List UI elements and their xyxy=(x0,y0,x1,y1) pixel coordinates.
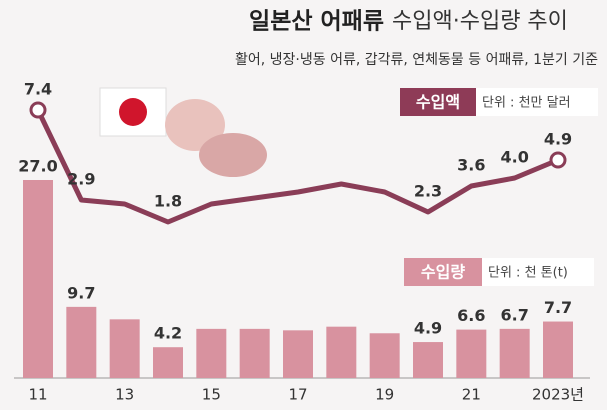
bar xyxy=(283,330,313,378)
bar xyxy=(239,328,270,378)
bar xyxy=(413,342,443,378)
x-tick-label: 15 xyxy=(202,386,221,404)
bar xyxy=(153,347,183,378)
chart-subtitle: 활어, 냉장·냉동 어류, 갑각류, 연체동물 등 어패류, 1분기 기준 xyxy=(235,52,598,68)
legend-unit: 단위 : 천 톤(t) xyxy=(488,266,568,281)
line xyxy=(35,108,559,225)
shell xyxy=(165,99,225,151)
illustration xyxy=(99,87,267,177)
bar-value-label: 4.9 xyxy=(414,319,442,338)
bar xyxy=(543,321,573,378)
line-value-label: 1.8 xyxy=(154,192,182,211)
bar-value-label: 4.2 xyxy=(154,324,182,343)
bar-value-label: 6.7 xyxy=(500,305,528,324)
flag-circle xyxy=(119,98,147,126)
bar-value-label: 7.7 xyxy=(544,298,572,317)
bar-value-label: 6.6 xyxy=(457,306,485,325)
bar-value-label: 27.0 xyxy=(18,157,57,176)
line-point xyxy=(549,151,567,169)
legend-box xyxy=(404,258,482,286)
line-value-label: 3.6 xyxy=(457,156,485,175)
bar xyxy=(326,326,357,378)
x-tick-label: 17 xyxy=(288,386,307,404)
line-point xyxy=(29,101,47,119)
legend-box xyxy=(400,88,476,116)
chart-title-suffix: 수입액·수입량 추이 xyxy=(392,9,568,34)
line-value-label: 7.4 xyxy=(24,80,52,99)
x-tick-label: 13 xyxy=(115,386,134,404)
bar xyxy=(23,180,53,378)
line-value-label: 4.0 xyxy=(500,148,528,167)
x-tick-label: 21 xyxy=(462,386,481,404)
x-tick-label: 2023년 xyxy=(532,386,584,404)
x-tick-label: 19 xyxy=(375,386,394,404)
line-value-label: 4.9 xyxy=(544,130,572,149)
x-tick-label: 11 xyxy=(28,386,47,404)
line-value-label: 2.9 xyxy=(67,170,95,189)
bar xyxy=(456,329,487,378)
bar xyxy=(369,333,400,378)
bar xyxy=(196,328,227,378)
legend-unit: 단위 : 천만 달러 xyxy=(482,96,571,111)
line-value-label: 2.3 xyxy=(414,182,442,201)
chart-title: 일본산 어패류 xyxy=(249,9,384,35)
legend-label: 수입량 xyxy=(421,263,465,282)
bar xyxy=(499,328,530,378)
bar xyxy=(66,306,97,378)
legend-box xyxy=(482,258,594,286)
legend-label: 수입액 xyxy=(416,93,460,112)
legend-box xyxy=(476,88,598,116)
bar xyxy=(109,319,140,378)
bar-value-label: 9.7 xyxy=(67,283,95,302)
shell xyxy=(199,133,267,177)
